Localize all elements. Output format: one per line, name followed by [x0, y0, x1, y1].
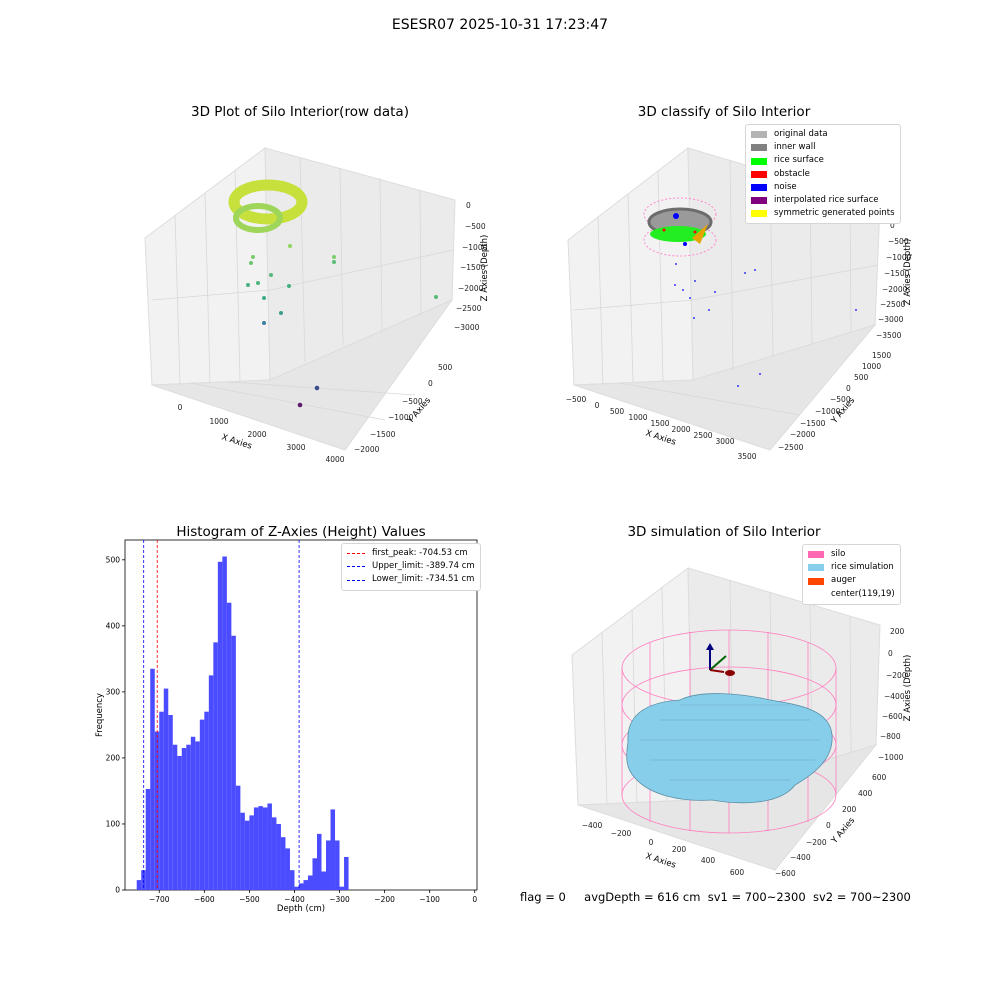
- histogram-bar: [204, 711, 209, 890]
- histogram-bar: [339, 886, 345, 890]
- legend-item-upper-limit: Upper_limit: -389.74 cm: [347, 560, 475, 573]
- legend-item-auger: auger: [808, 574, 895, 587]
- legend-item-rice-simulation: rice simulation: [808, 561, 895, 574]
- histogram-bar: [217, 561, 223, 890]
- histogram-yticks: 0 100 200 300 400 500: [106, 555, 125, 895]
- histogram-bar: [145, 788, 151, 890]
- x-tick-label: −300: [329, 895, 350, 904]
- histogram-bar: [195, 741, 200, 890]
- y-tick-label: 200: [106, 753, 121, 762]
- legend-item-lower-limit: Lower_limit: -734.51 cm: [347, 573, 475, 586]
- histogram-bar: [172, 744, 178, 890]
- histogram-bar: [294, 886, 299, 890]
- histogram-bar: [253, 807, 259, 890]
- y-tick-label: 500: [106, 555, 121, 564]
- avg-depth-value: avgDepth = 616 cm: [584, 890, 701, 904]
- histogram-title: Histogram of Z-Axies (Height) Values: [176, 524, 426, 540]
- legend-item-silo: silo: [808, 548, 895, 561]
- legend-item-inner-wall: inner wall: [751, 141, 895, 154]
- legend-item-symmetric: symmetric generated points: [751, 207, 895, 220]
- histogram-bar: [181, 748, 187, 890]
- histogram-bar: [344, 856, 349, 890]
- histogram-bar: [163, 688, 169, 890]
- histogram-bar: [298, 883, 304, 890]
- histogram-bar: [213, 642, 218, 890]
- sv2-value: sv2 = 700~2300: [812, 890, 911, 904]
- histogram-xticks: −700 −600 −500 −400 −300 −200 −100 0: [149, 890, 477, 904]
- histogram-bar: [208, 675, 214, 890]
- histogram-ylabel: Frequency: [95, 693, 105, 737]
- simulation-plot-title: 3D simulation of Silo Interior: [627, 524, 821, 540]
- histogram-bar: [226, 602, 232, 890]
- histogram-xlabel: Depth (cm): [277, 904, 325, 914]
- histogram-bar: [190, 736, 196, 890]
- histogram-bar: [159, 711, 164, 890]
- histogram-bar: [289, 870, 295, 890]
- legend-item-rice-surface: rice surface: [751, 154, 895, 167]
- y-tick-label: 300: [106, 687, 121, 696]
- x-tick-label: −100: [419, 895, 440, 904]
- histogram-bar: [326, 840, 331, 890]
- legend-item-original-data: original data: [751, 128, 895, 141]
- legend-item-noise: noise: [751, 181, 895, 194]
- histogram-bar: [177, 755, 182, 890]
- x-tick-label: −600: [194, 895, 215, 904]
- histogram-legend: first_peak: -704.53 cm Upper_limit: -389…: [341, 543, 481, 591]
- histogram-bar: [186, 744, 191, 890]
- histogram-bar: [244, 820, 250, 890]
- simulation-legend: silo rice simulation auger center(119,19…: [802, 544, 901, 605]
- histogram-bar: [136, 880, 142, 890]
- classify-legend: original data inner wall rice surface ob…: [745, 124, 901, 225]
- histogram-bar: [317, 833, 322, 890]
- legend-item-obstacle: obstacle: [751, 168, 895, 181]
- classify-plot-title: 3D classify of Silo Interior: [637, 104, 811, 120]
- x-tick-label: −700: [149, 895, 170, 904]
- histogram-bar: [307, 875, 313, 890]
- histogram-bar: [150, 668, 155, 890]
- histogram-vlines: [143, 540, 300, 890]
- legend-item-center: center(119,19): [808, 588, 895, 601]
- histogram-bar: [249, 815, 254, 890]
- y-tick-label: 0: [115, 886, 120, 895]
- x-tick-label: −500: [239, 895, 260, 904]
- histogram-bar: [235, 785, 241, 890]
- sv1-value: sv1 = 700~2300: [707, 890, 806, 904]
- flag-value: flag = 0: [520, 890, 566, 904]
- raw-plot-title: 3D Plot of Silo Interior(row data): [191, 104, 409, 120]
- legend-item-first-peak: first_peak: -704.53 cm: [347, 547, 475, 560]
- histogram-bar: [335, 840, 340, 890]
- y-tick-label: 400: [106, 621, 121, 630]
- histogram-bar: [321, 871, 327, 890]
- histogram-bar: [168, 715, 173, 890]
- figure-title: ESESR07 2025-10-31 17:23:47: [391, 17, 609, 33]
- histogram-bar: [258, 806, 263, 890]
- histogram-bar: [271, 817, 277, 890]
- x-tick-label: 0: [472, 895, 477, 904]
- histogram-bar: [280, 837, 286, 890]
- histogram-bar: [276, 823, 281, 890]
- x-tick-label: −200: [374, 895, 395, 904]
- histogram-bar: [231, 635, 236, 890]
- histogram-bar: [240, 812, 245, 890]
- histogram-bar: [199, 719, 205, 890]
- y-tick-label: 100: [106, 819, 121, 828]
- histogram-bar: [312, 858, 317, 890]
- histogram-bar: [262, 807, 268, 890]
- legend-item-interpolated: interpolated rice surface: [751, 194, 895, 207]
- histogram-bar: [303, 880, 308, 890]
- x-tick-label: −400: [284, 895, 305, 904]
- histogram-bar: [285, 848, 290, 890]
- histogram-bar: [267, 803, 272, 890]
- status-footer: flag = 0 avgDepth = 616 cm sv1 = 700~230…: [520, 890, 911, 904]
- histogram-bar: [330, 809, 336, 890]
- histogram-bar: [222, 556, 227, 890]
